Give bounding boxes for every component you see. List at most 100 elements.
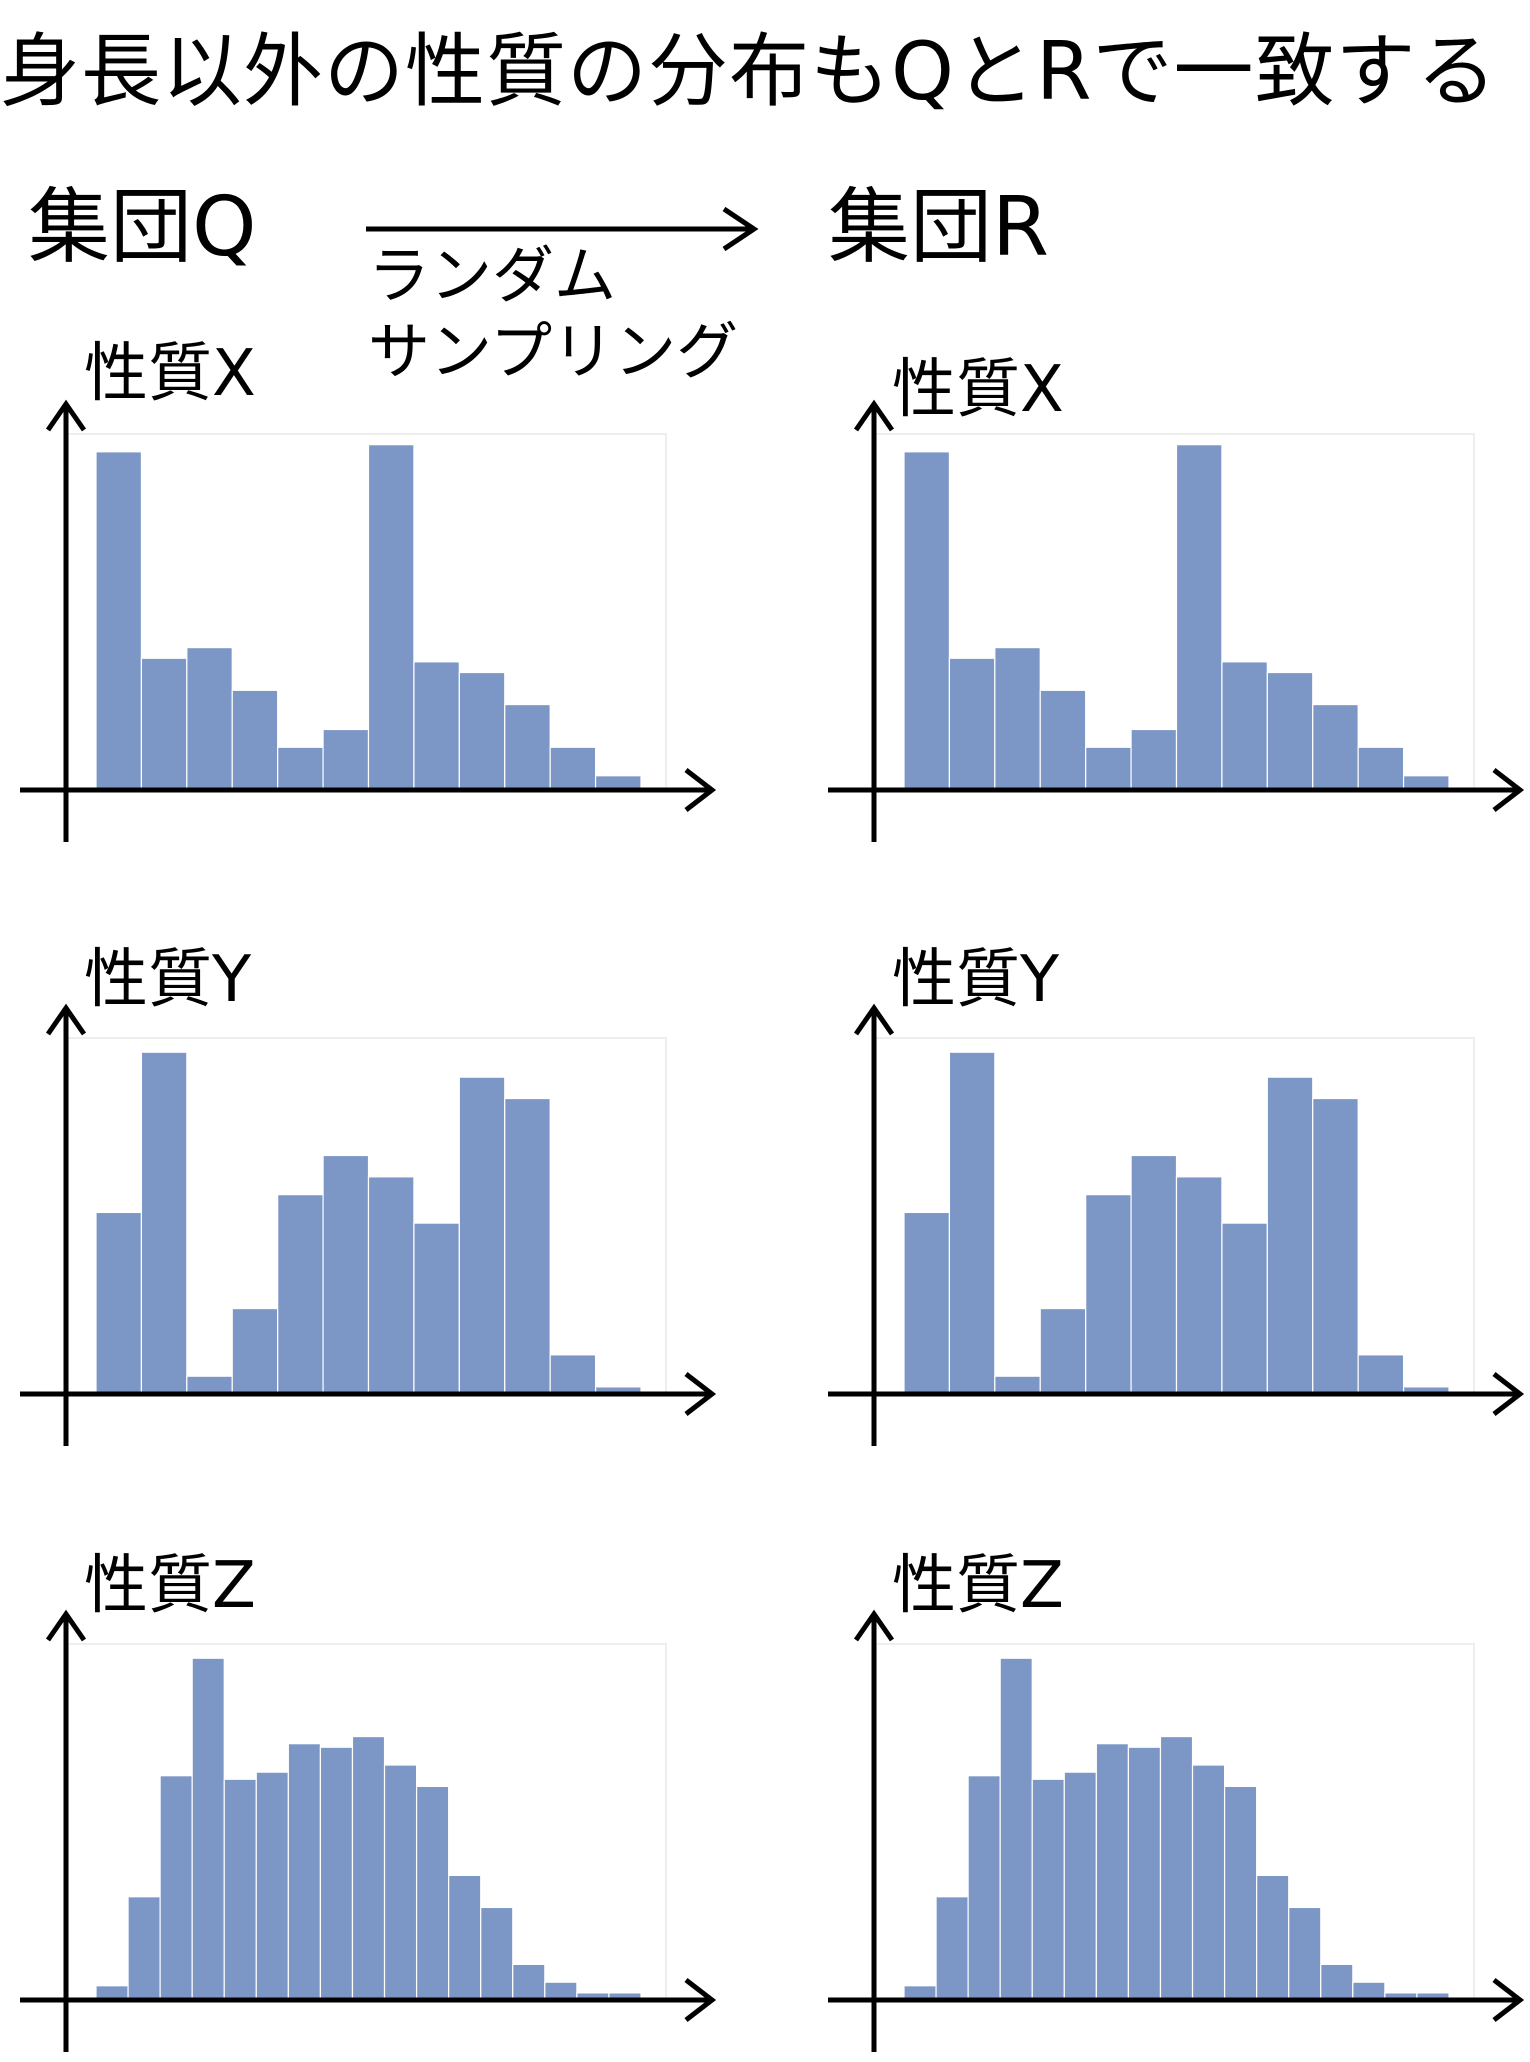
histogram-q-z [20, 1609, 717, 2052]
bar-p4-6 [287, 1743, 322, 2001]
bar-p1-2 [994, 647, 1041, 791]
bar-p1-1 [948, 657, 996, 791]
bar-p3-3 [1039, 1307, 1087, 1395]
bar-p0-7 [413, 661, 460, 791]
x-axis-arrow-p3 [1492, 1372, 1525, 1416]
bar-p0-10 [549, 746, 597, 791]
bar-p4-5 [255, 1771, 289, 2001]
bar-p3-7 [1221, 1222, 1268, 1395]
bar-p4-11 [448, 1874, 482, 2001]
bar-p3-6 [1175, 1176, 1223, 1395]
bar-p4-1 [127, 1896, 161, 2001]
bar-p2-10 [549, 1354, 597, 1395]
bar-p2-9 [504, 1097, 551, 1395]
bar-p1-4 [1085, 746, 1132, 791]
histogram-r-x [828, 399, 1525, 842]
bar-p3-0 [903, 1211, 951, 1395]
bar-p2-7 [413, 1222, 460, 1395]
bar-p2-6 [367, 1176, 415, 1395]
bar-p4-4 [223, 1778, 257, 2001]
bar-p4-7 [319, 1746, 354, 2001]
bar-p4-12 [480, 1906, 514, 2001]
bar-p2-2 [186, 1375, 233, 1395]
bar-p1-5 [1130, 728, 1178, 791]
bar-p1-10 [1357, 746, 1405, 791]
bar-p5-5 [1063, 1771, 1097, 2001]
y-axis-arrow-p0 [45, 399, 87, 432]
bar-p2-3 [231, 1307, 279, 1395]
bar-p5-14 [1352, 1981, 1386, 2001]
sampling-label-line1: ランダム [368, 239, 617, 312]
bar-p4-13 [512, 1963, 546, 2001]
group-label-q: 集団Q [28, 180, 257, 275]
bar-p0-5 [322, 728, 370, 791]
y-axis-arrow-p1 [853, 399, 895, 432]
bar-p0-3 [231, 689, 279, 791]
bar-p3-4 [1085, 1194, 1132, 1395]
histogram-r-z [828, 1609, 1525, 2052]
bar-p5-12 [1288, 1906, 1322, 2001]
bar-p5-9 [1191, 1764, 1226, 2001]
bar-p5-8 [1159, 1735, 1194, 2001]
bar-p5-13 [1320, 1963, 1354, 2001]
bar-p4-8 [351, 1735, 386, 2001]
histogram-q-x [20, 399, 717, 842]
x-axis-arrow-p2 [684, 1372, 717, 1416]
group-label-r: 集団R [828, 180, 1049, 275]
bar-p5-4 [1031, 1778, 1065, 2001]
bar-p1-3 [1039, 689, 1087, 791]
bar-p3-5 [1130, 1154, 1178, 1395]
bar-p1-8 [1266, 671, 1314, 791]
bar-p4-10 [415, 1785, 450, 2001]
bar-p5-1 [935, 1896, 969, 2001]
bar-p5-2 [967, 1775, 1001, 2001]
page-title: 身長以外の性質の分布もQとRで一致する [0, 25, 1498, 118]
bar-p4-14 [544, 1981, 578, 2001]
bar-p0-8 [458, 671, 506, 791]
bar-p0-1 [140, 657, 188, 791]
bar-p2-4 [277, 1194, 324, 1395]
x-axis-arrow-p4 [684, 1978, 717, 2022]
bar-p0-9 [504, 703, 551, 791]
bar-p1-6 [1175, 444, 1223, 791]
bar-p3-10 [1357, 1354, 1405, 1395]
bar-p2-8 [458, 1076, 506, 1395]
bar-p3-1 [948, 1051, 996, 1395]
panel-title-q-x: 性質X [84, 337, 256, 411]
bar-p5-7 [1127, 1746, 1162, 2001]
histogram-q-y [20, 1003, 717, 1446]
bar-p0-2 [186, 647, 233, 791]
bar-p5-6 [1095, 1743, 1130, 2001]
bar-p5-3 [999, 1657, 1033, 2001]
bar-p2-5 [322, 1154, 370, 1395]
panel-title-q-z: 性質Z [84, 1549, 256, 1623]
bar-p4-9 [383, 1764, 418, 2001]
y-axis-arrow-p3 [853, 1003, 895, 1036]
bar-p2-1 [140, 1051, 188, 1395]
histogram-r-y [828, 1003, 1525, 1446]
bar-p1-9 [1312, 703, 1359, 791]
x-axis-arrow-p0 [684, 768, 717, 812]
y-axis-arrow-p5 [853, 1609, 895, 1642]
panel-title-q-y: 性質Y [84, 943, 252, 1017]
x-axis-arrow-p1 [1492, 768, 1525, 812]
bar-p0-4 [277, 746, 324, 791]
sampling-label-line2: サンプリング [368, 315, 739, 388]
bar-p1-7 [1221, 661, 1268, 791]
bar-p2-0 [95, 1211, 143, 1395]
y-axis-arrow-p4 [45, 1609, 87, 1642]
bar-p3-8 [1266, 1076, 1314, 1395]
bar-p4-2 [159, 1775, 193, 2001]
bar-p5-10 [1223, 1785, 1258, 2001]
bar-p3-9 [1312, 1097, 1359, 1395]
sampling-arrow-icon [366, 206, 759, 252]
y-axis-arrow-p2 [45, 1003, 87, 1036]
panel-title-r-x: 性質X [892, 353, 1064, 427]
panel-title-r-y: 性質Y [892, 943, 1060, 1017]
bar-p4-3 [191, 1657, 225, 2001]
bar-p1-0 [903, 451, 951, 791]
panel-title-r-z: 性質Z [892, 1549, 1064, 1623]
bar-p3-2 [994, 1375, 1041, 1395]
x-axis-arrow-p5 [1492, 1978, 1525, 2022]
sampling-label: ランダム サンプリング [368, 238, 738, 390]
